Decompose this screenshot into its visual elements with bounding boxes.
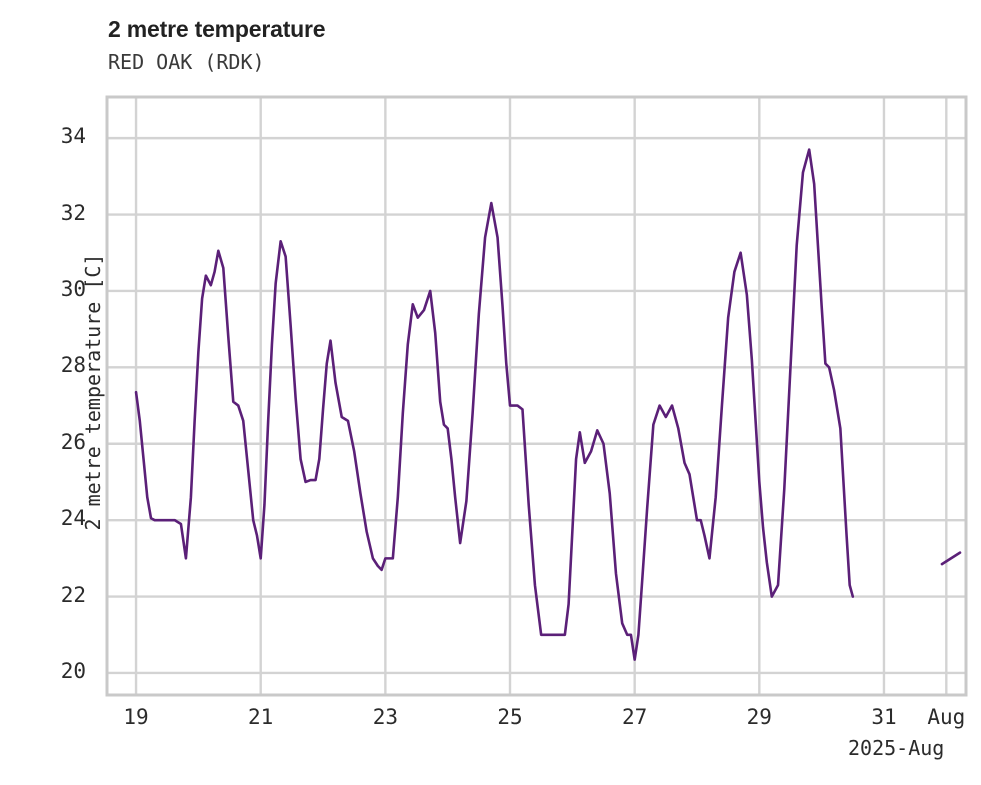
plot-frame	[105, 95, 968, 697]
x-tick-label: 19	[123, 705, 149, 729]
y-tick-label: 28	[60, 353, 86, 378]
y-tick-label: 32	[60, 200, 86, 225]
series-line-trailing-segment	[940, 551, 962, 566]
y-tick-label: 26	[60, 429, 86, 454]
y-tick-label: 30	[60, 276, 86, 301]
x-tick-label: 29	[746, 705, 772, 729]
series-line	[134, 148, 855, 661]
x-axis-label: 2025-Aug	[848, 736, 945, 760]
chart-title: 2 metre temperature	[108, 16, 326, 42]
y-tick-label: 34	[60, 124, 86, 149]
x-tick-label: 21	[248, 705, 274, 729]
x-tick-label: 25	[497, 705, 523, 729]
horizontal-gridlines	[108, 136, 965, 675]
chart-subtitle: RED OAK (RDK)	[108, 50, 265, 74]
x-tick-label: 23	[372, 705, 398, 729]
x-tick-label: 27	[622, 705, 648, 729]
vertical-gridlines	[134, 98, 948, 694]
x-tick-label: 31	[871, 705, 897, 729]
y-tick-label: 24	[60, 506, 86, 531]
data-series-group	[134, 148, 962, 661]
x-tick-label: Aug	[927, 705, 966, 729]
y-tick-label: 22	[60, 582, 86, 607]
y-tick-label: 20	[60, 658, 86, 683]
